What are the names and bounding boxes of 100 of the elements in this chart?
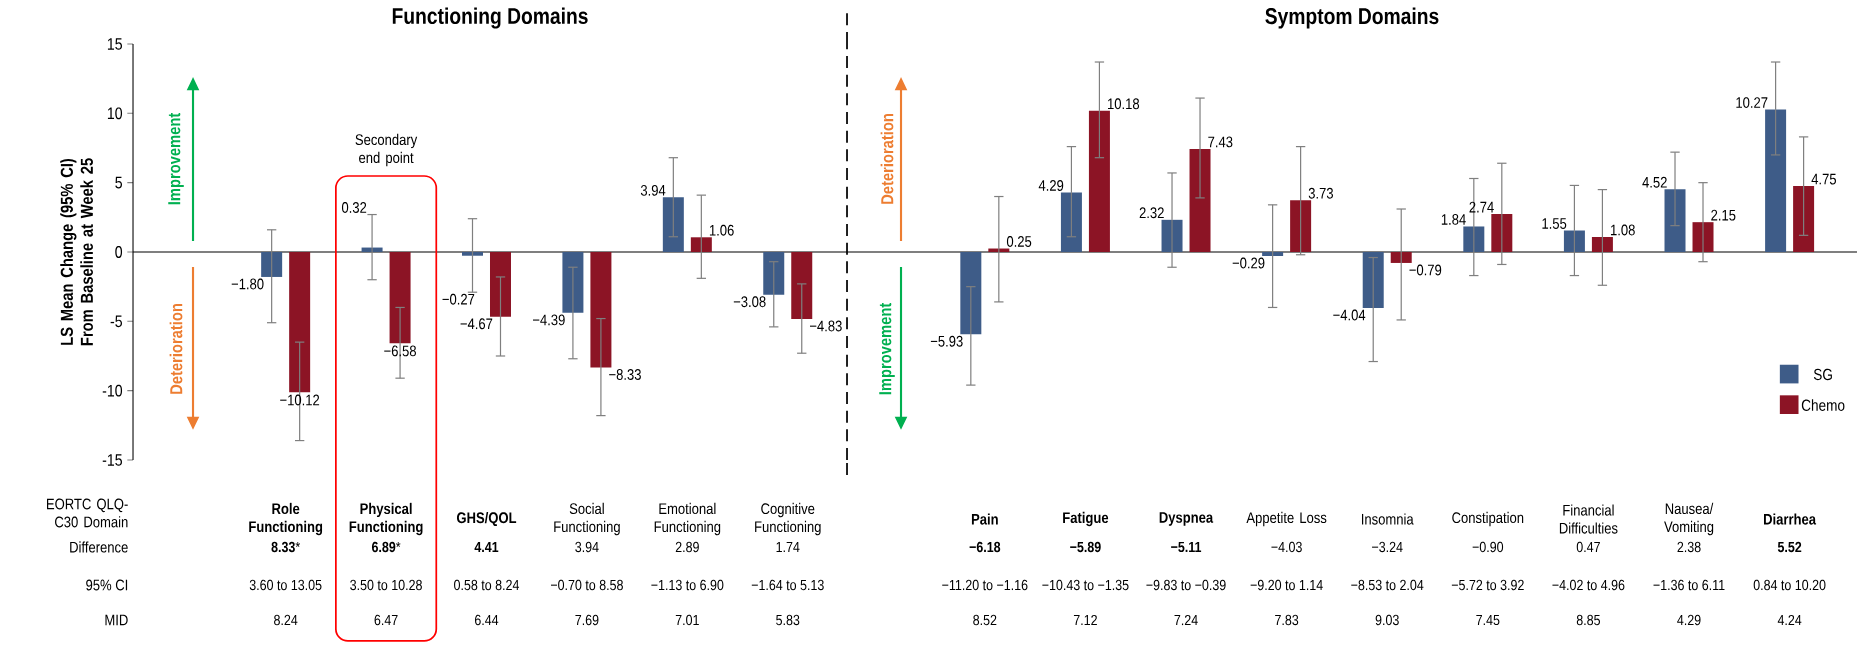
text: −9.20 to 1.14: [1250, 579, 1323, 591]
text: 7.01: [675, 614, 699, 626]
text: 0.84 to 10.20: [1753, 579, 1826, 591]
data-label: −4.39: [532, 314, 565, 326]
x-tick-label: Role Functioning: [249, 502, 323, 536]
bar: [1290, 200, 1312, 252]
text: 3.60 to 13.05: [249, 579, 322, 591]
text: −5.89: [1070, 541, 1101, 553]
data-label: −5.93: [930, 335, 963, 347]
data-label: 3.94: [640, 184, 666, 196]
text: 7.83: [1275, 614, 1299, 626]
text: 6.89*: [371, 541, 401, 553]
data-label: −0.79: [1409, 264, 1442, 276]
y-axis-title: LS Mean Change (95% CI) From Baseline at Week 25: [60, 158, 93, 346]
data-label: 0.32: [341, 202, 367, 213]
text: 4.29: [1677, 614, 1701, 626]
bar: [1463, 226, 1485, 252]
y-tick-label: 15: [107, 38, 123, 50]
y-tick-label: -5: [110, 315, 123, 328]
text: 2.38: [1677, 541, 1701, 553]
text: −0.90: [1472, 541, 1504, 553]
text: 7.24: [1174, 614, 1198, 626]
bar: [690, 237, 712, 252]
data-label: −0.29: [1232, 257, 1265, 269]
text: 6.44: [474, 614, 499, 626]
data-label: 3.73: [1308, 187, 1334, 199]
y-tick-label: 0: [115, 246, 123, 258]
text: Difference: [70, 541, 128, 553]
text: 8.33*: [271, 541, 301, 553]
y-tick-label: 5: [115, 176, 123, 189]
x-tick-label: Appetite Loss: [1246, 511, 1327, 527]
text: 7.45: [1476, 614, 1500, 626]
text: −4.02 to 4.96: [1552, 579, 1625, 591]
text: 5.52: [1777, 541, 1802, 553]
text: 0.58 to 8.24: [454, 579, 520, 591]
data-label: 4.52: [1642, 176, 1667, 188]
bar: [1088, 110, 1110, 252]
text: −4.03: [1271, 541, 1302, 553]
data-label: 4.75: [1811, 173, 1837, 185]
text: 3.50 to 10.28: [350, 579, 422, 591]
data-label: −6.58: [384, 345, 416, 357]
text: −5.11: [1171, 541, 1202, 553]
annotation: Improvement: [879, 302, 895, 395]
x-axis-title: EORTC QLQ-C30 Domain: [47, 498, 128, 528]
text: 8.52: [973, 614, 997, 626]
text: 8.85: [1576, 614, 1601, 626]
data-label: −3.08: [733, 296, 766, 308]
bar: [289, 251, 311, 393]
x-tick-label: Dyspnea: [1159, 512, 1214, 526]
text: 2.89: [675, 541, 699, 553]
legend-label: Chemo: [1801, 399, 1845, 411]
bar: [1161, 219, 1183, 252]
text: −0.70 to 8.58: [550, 579, 623, 591]
text: −10.43 to −1.35: [1042, 579, 1129, 591]
bar: [1765, 109, 1787, 252]
x-tick-label: Insomnia: [1361, 513, 1414, 525]
x-tick-label: Financial Difficulties: [1559, 504, 1618, 534]
text: −11.20 to −1.16: [942, 579, 1028, 591]
text: −1.64 to 5.13: [751, 579, 824, 591]
data-label: −4.67: [460, 318, 493, 330]
data-label: 1.06: [709, 224, 734, 236]
bar: [461, 251, 483, 256]
text: 95% CI: [86, 579, 128, 591]
text: 1.74: [776, 541, 800, 553]
chart-title: Symptom Domains: [1265, 7, 1439, 29]
text: MID: [105, 614, 128, 626]
bar: [1591, 237, 1613, 252]
bar: [1189, 148, 1211, 252]
data-label: 0.25: [1006, 236, 1032, 247]
x-tick-label: Fatigue: [1063, 511, 1109, 527]
data-label: 1.55: [1542, 218, 1567, 229]
bar: [590, 251, 612, 368]
bar: [1390, 251, 1412, 263]
bar: [389, 251, 411, 344]
data-label: −1.80: [231, 278, 264, 290]
text: 9.03: [1375, 614, 1399, 626]
text: 8.24: [274, 614, 298, 626]
text: Improvement: [168, 112, 184, 205]
y-tick-label: -10: [102, 384, 123, 397]
text: 0.47: [1576, 541, 1600, 553]
bar: [1491, 213, 1513, 252]
x-tick-label: Cognitive Functioning: [755, 502, 821, 536]
x-tick-label: Nausea/ Vomiting: [1664, 502, 1714, 536]
data-label: 4.29: [1038, 180, 1064, 191]
text: −3.24: [1372, 541, 1403, 553]
text: 7.12: [1073, 614, 1097, 626]
data-label: 1.08: [1611, 224, 1635, 236]
data-label: 10.18: [1108, 98, 1140, 110]
data-label: 10.27: [1736, 97, 1768, 108]
x-tick-label: Diarrhea: [1764, 513, 1817, 525]
y-tick-label: -15: [102, 454, 123, 466]
annotation: Secondary end point: [355, 133, 418, 167]
legend-label: SG: [1813, 368, 1832, 381]
text: −9.83 to −0.39: [1146, 579, 1226, 591]
x-tick-label: Constipation: [1452, 511, 1524, 527]
x-tick-label: GHS/QOL: [456, 511, 517, 527]
text: 3.94: [575, 541, 599, 553]
text: −1.36 to 6.11: [1653, 579, 1725, 591]
x-tick-label: Physical Functioning: [349, 502, 423, 536]
data-label: 1.84: [1441, 214, 1466, 225]
